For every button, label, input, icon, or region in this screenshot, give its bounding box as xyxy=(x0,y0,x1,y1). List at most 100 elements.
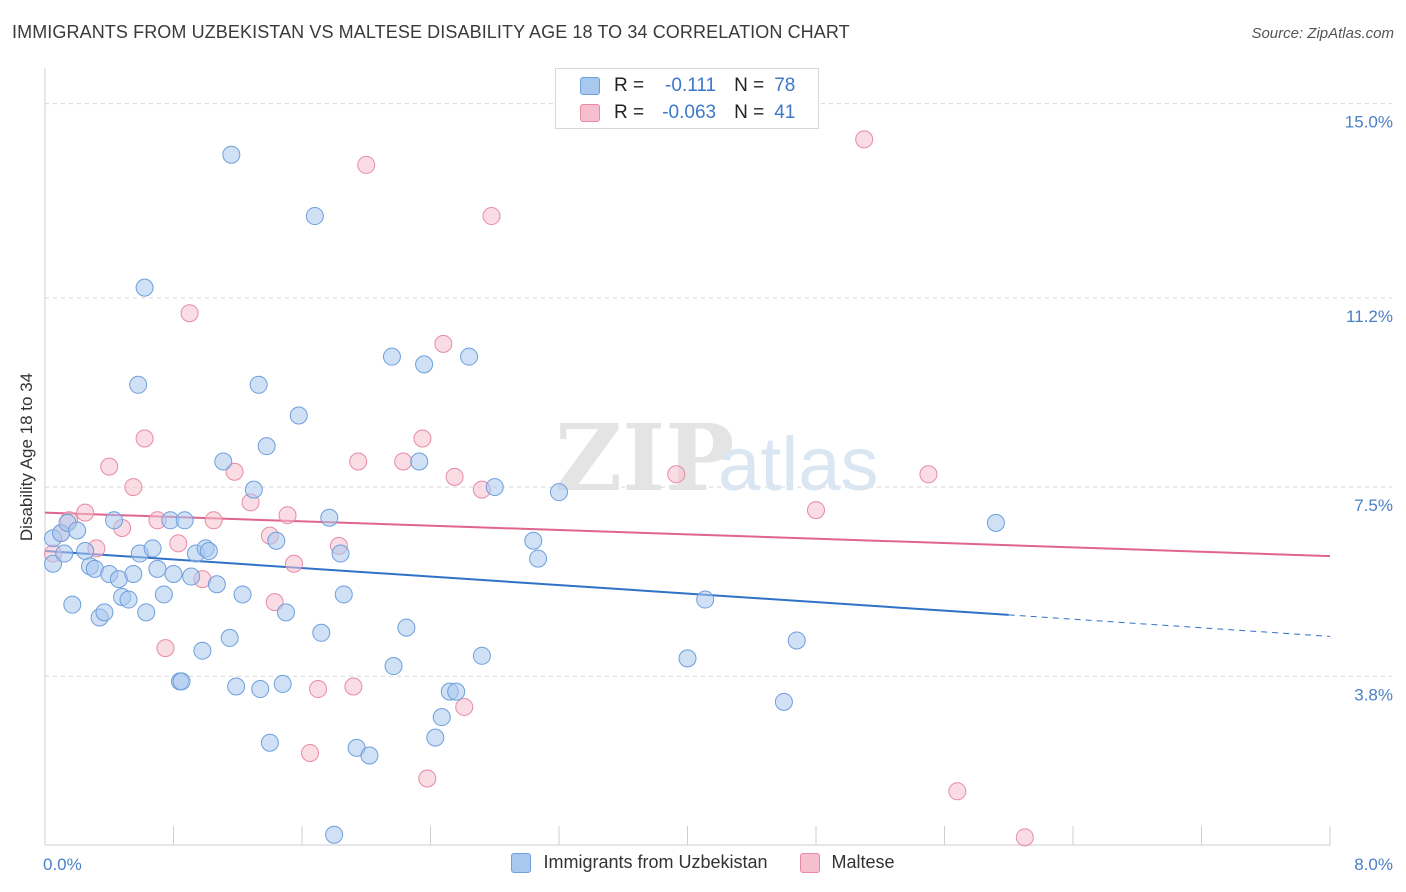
data-point xyxy=(222,145,241,164)
stats-legend: R = -0.111 N = 78 R = -0.063 N = 41 xyxy=(555,68,819,129)
data-point xyxy=(384,657,403,676)
data-point xyxy=(284,554,303,573)
axes xyxy=(44,68,1331,846)
data-point xyxy=(426,728,445,747)
data-point xyxy=(445,467,464,486)
data-point xyxy=(55,544,74,563)
data-point xyxy=(410,452,429,471)
trend-lines xyxy=(44,511,1331,637)
series-legend-label: Immigrants from Uzbekistan xyxy=(543,852,768,872)
data-point xyxy=(267,531,286,550)
data-point xyxy=(257,437,276,456)
data-point xyxy=(207,575,226,594)
data-point xyxy=(447,682,466,701)
data-point xyxy=(105,511,124,530)
watermark-zip: ZIP xyxy=(555,404,734,512)
series-legend-label: Maltese xyxy=(831,852,895,872)
data-point xyxy=(1015,828,1034,847)
data-point xyxy=(415,355,434,374)
data-point xyxy=(360,746,379,765)
data-point xyxy=(524,531,543,550)
n-value: 78 xyxy=(774,75,796,96)
data-point xyxy=(986,513,1005,532)
n-label: N = xyxy=(734,75,765,96)
data-point xyxy=(273,674,292,693)
y-axis-label: Disability Age 18 to 34 xyxy=(17,373,36,541)
data-point xyxy=(233,585,252,604)
stats-legend-row-maltese: R = -0.063 N = 41 xyxy=(580,101,795,125)
data-point xyxy=(265,593,284,612)
data-point xyxy=(334,585,353,604)
data-point xyxy=(455,697,474,716)
series-legend-item-maltese[interactable]: Maltese xyxy=(799,852,895,873)
data-point xyxy=(225,462,244,481)
data-point xyxy=(175,511,194,530)
data-point xyxy=(394,452,413,471)
data-point xyxy=(413,429,432,448)
r-label: R = xyxy=(614,75,645,96)
r-value: -0.111 xyxy=(665,75,717,96)
data-point xyxy=(432,708,451,727)
y-tick-label: 15.0% xyxy=(1345,113,1393,132)
data-point xyxy=(948,782,967,801)
stats-legend-row-uzbekistan: R = -0.111 N = 78 xyxy=(580,74,795,98)
trend-line-uzbekistan xyxy=(44,549,1009,616)
data-point xyxy=(129,375,148,394)
data-point xyxy=(276,603,295,622)
data-point xyxy=(382,347,401,366)
data-point xyxy=(182,567,201,586)
data-point xyxy=(460,347,479,366)
data-point xyxy=(172,672,191,691)
data-point xyxy=(696,590,715,609)
data-point xyxy=(220,628,239,647)
grid xyxy=(45,103,1392,677)
data-point xyxy=(529,549,548,568)
series-legend-item-uzbekistan[interactable]: Immigrants from Uzbekistan xyxy=(511,852,768,873)
series-swatch-maltese xyxy=(799,852,820,873)
data-point xyxy=(434,334,453,353)
data-point xyxy=(124,564,143,583)
y-tick-label: 7.5% xyxy=(1354,496,1393,515)
data-point xyxy=(667,465,686,484)
data-point xyxy=(148,559,167,578)
data-point xyxy=(164,564,183,583)
data-point xyxy=(135,429,154,448)
chart-title: IMMIGRANTS FROM UZBEKISTAN VS MALTESE DI… xyxy=(12,22,850,42)
data-point xyxy=(143,539,162,558)
data-point xyxy=(678,649,697,668)
data-point xyxy=(349,452,368,471)
data-point xyxy=(214,452,233,471)
data-point xyxy=(919,465,938,484)
data-point xyxy=(249,375,268,394)
axis-labels: 3.8% 7.5% 11.2% 15.0% 0.0% 8.0% Disability Age… xyxy=(17,113,1393,874)
data-point xyxy=(135,278,154,297)
data-point xyxy=(260,733,279,752)
data-point xyxy=(154,585,173,604)
n-label: N = xyxy=(734,102,765,123)
data-point xyxy=(76,503,95,522)
data-point xyxy=(289,406,308,425)
data-point xyxy=(204,511,223,530)
data-point xyxy=(482,207,501,226)
data-point xyxy=(100,457,119,476)
data-point xyxy=(169,534,188,553)
data-point xyxy=(807,501,825,520)
data-point xyxy=(251,680,270,699)
series-legend: Immigrants from Uzbekistan Maltese xyxy=(0,852,1406,873)
series-swatch-uzbekistan xyxy=(511,852,532,873)
data-point xyxy=(301,743,320,762)
data-point xyxy=(156,639,175,658)
data-point xyxy=(193,641,212,660)
n-value: 41 xyxy=(774,102,796,123)
data-point xyxy=(774,692,793,711)
data-point xyxy=(227,677,246,696)
data-point xyxy=(397,618,416,637)
data-point xyxy=(320,508,339,527)
data-point xyxy=(199,541,218,560)
data-point xyxy=(309,680,328,699)
data-point xyxy=(63,595,82,614)
data-point xyxy=(418,769,437,788)
data-point xyxy=(472,646,491,665)
